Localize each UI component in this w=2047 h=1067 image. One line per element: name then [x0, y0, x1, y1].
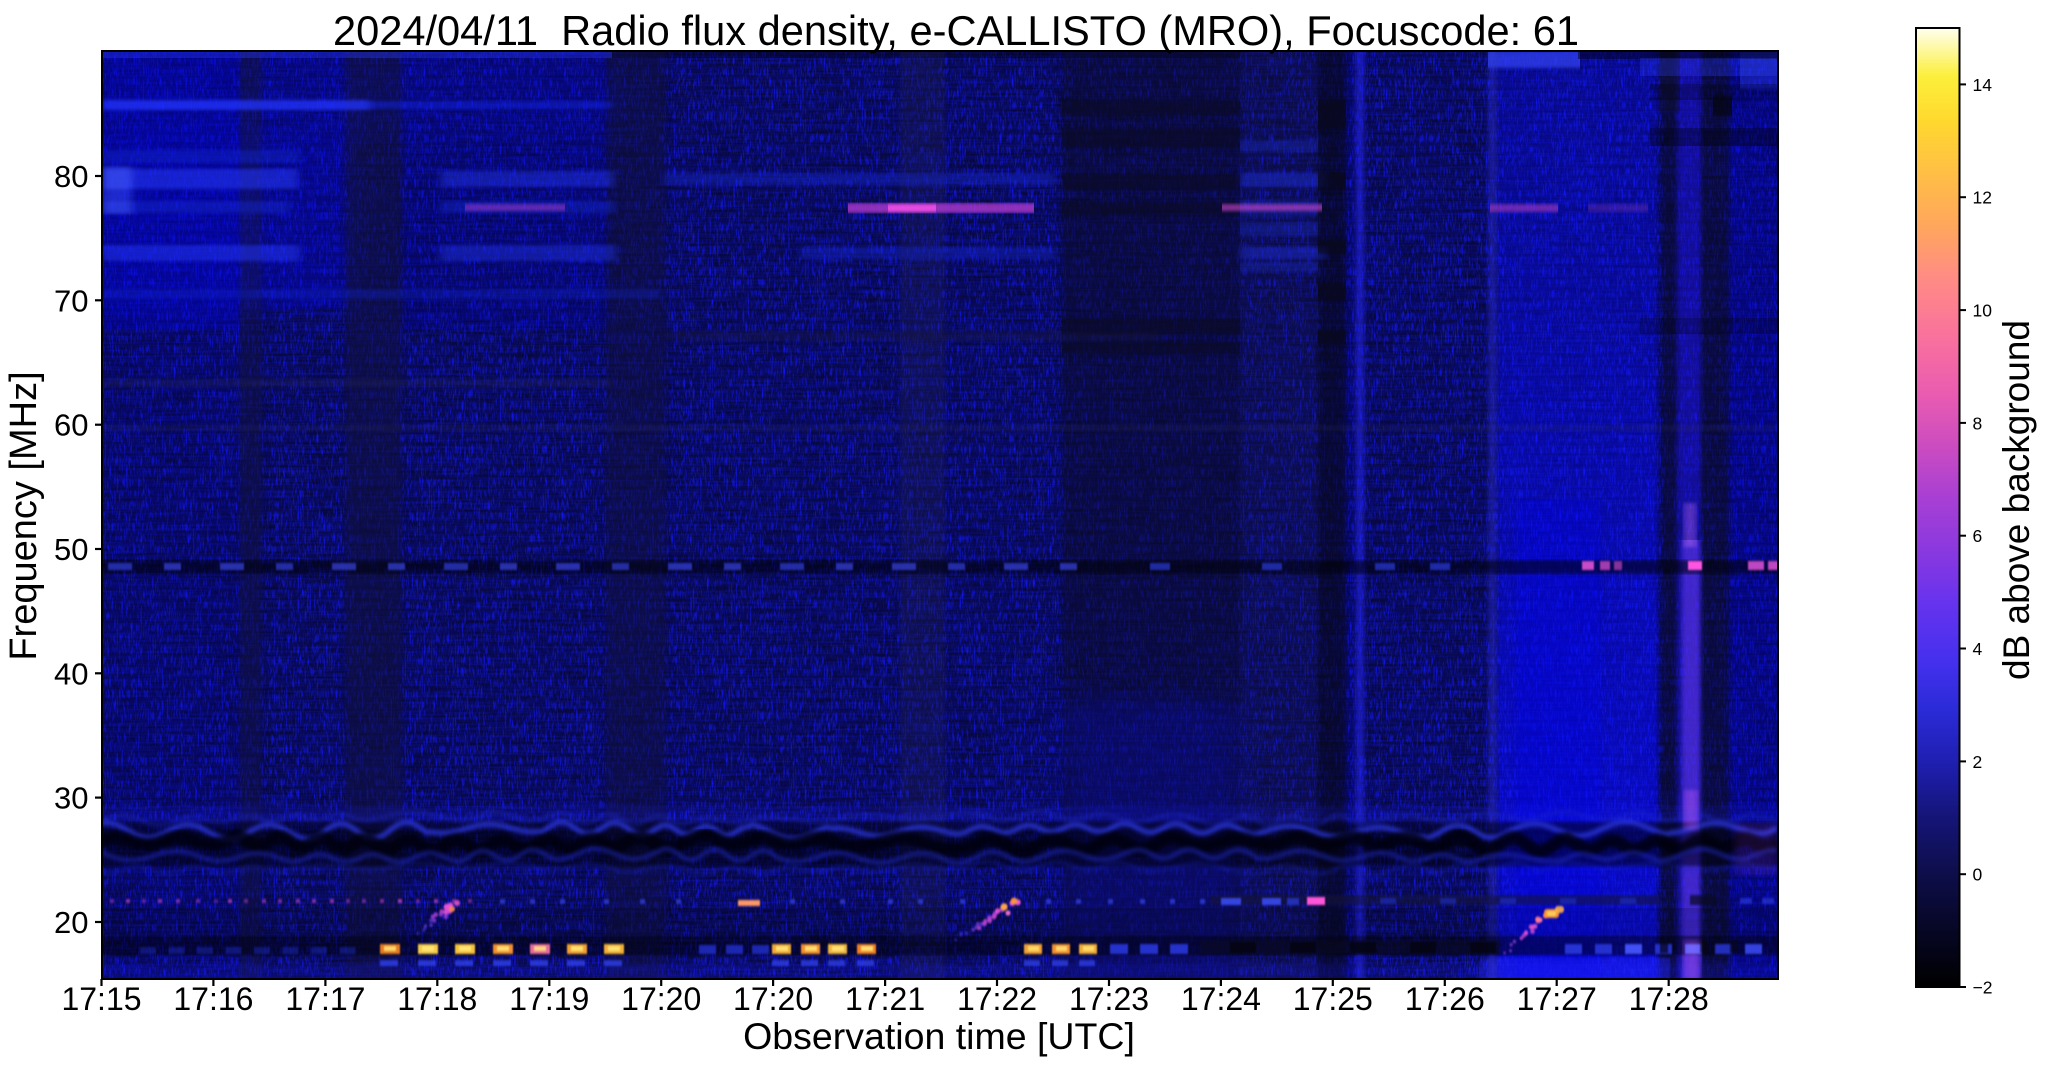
svg-text:dB above background: dB above background [1996, 320, 2037, 680]
svg-text:17:20: 17:20 [733, 981, 813, 1017]
svg-text:2: 2 [1973, 752, 1983, 772]
svg-text:17:24: 17:24 [1181, 981, 1261, 1017]
svg-text:80: 80 [54, 159, 88, 194]
svg-text:17:26: 17:26 [1405, 981, 1485, 1017]
svg-text:30: 30 [54, 781, 88, 816]
svg-text:17:16: 17:16 [173, 981, 253, 1017]
svg-text:0: 0 [1973, 865, 1983, 885]
svg-text:20: 20 [54, 905, 88, 940]
svg-text:17:20: 17:20 [621, 981, 701, 1017]
svg-text:6: 6 [1973, 526, 1983, 546]
svg-text:17:21: 17:21 [845, 981, 925, 1017]
svg-text:17:25: 17:25 [1293, 981, 1373, 1017]
svg-text:17:23: 17:23 [1069, 981, 1149, 1017]
svg-text:4: 4 [1973, 639, 1983, 659]
svg-text:10: 10 [1973, 301, 1993, 321]
svg-text:17:19: 17:19 [509, 981, 589, 1017]
svg-text:17:27: 17:27 [1517, 981, 1597, 1017]
svg-text:−2: −2 [1973, 978, 1993, 998]
svg-text:17:15: 17:15 [61, 981, 141, 1017]
svg-text:60: 60 [54, 408, 88, 443]
svg-text:14: 14 [1973, 75, 1993, 95]
svg-text:12: 12 [1973, 188, 1992, 208]
svg-text:Observation time [UTC]: Observation time [UTC] [743, 1015, 1135, 1057]
svg-text:17:18: 17:18 [397, 981, 477, 1017]
svg-text:50: 50 [54, 532, 88, 567]
svg-text:40: 40 [54, 656, 88, 691]
svg-text:2024/04/11 Radio flux density: 2024/04/11 Radio flux density, e-CALLIST… [333, 7, 1579, 54]
svg-text:17:28: 17:28 [1629, 981, 1709, 1017]
svg-text:Frequency [MHz]: Frequency [MHz] [3, 371, 45, 660]
svg-text:8: 8 [1973, 413, 1983, 433]
svg-text:17:17: 17:17 [285, 981, 365, 1017]
svg-text:17:22: 17:22 [957, 981, 1037, 1017]
svg-text:70: 70 [54, 283, 88, 318]
